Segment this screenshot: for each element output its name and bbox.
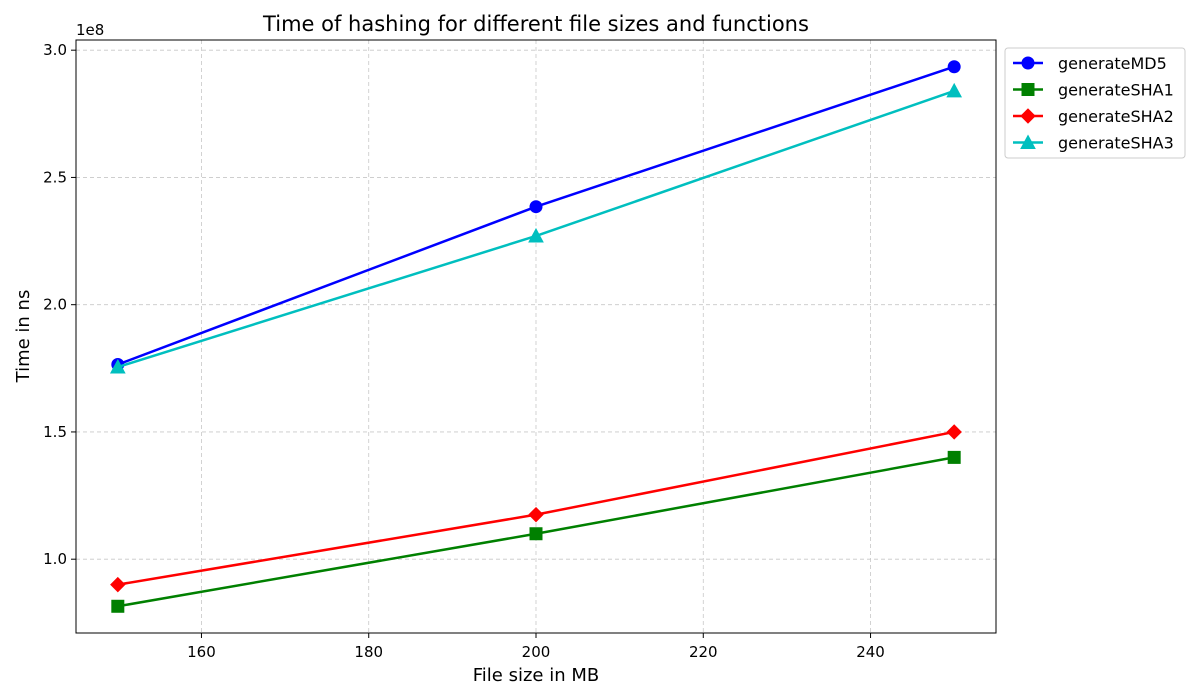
x-axis-label: File size in MB — [473, 665, 599, 686]
y-tick-label: 2.0 — [43, 296, 67, 314]
legend-marker — [1020, 108, 1036, 124]
y-tick-label: 1.5 — [43, 423, 67, 441]
data-point — [946, 424, 962, 440]
series-generateMD5 — [111, 60, 961, 371]
data-point — [111, 599, 125, 613]
axis-ticks: 160 180 200 220 240 1.0 1.5 2.0 2.5 3.0 — [43, 41, 885, 661]
data-point — [947, 60, 961, 74]
legend-item: generateSHA3 — [1013, 134, 1174, 153]
data-point — [528, 227, 544, 243]
series-generateSHA3 — [109, 82, 963, 374]
series-generateSHA2 — [110, 424, 962, 593]
y-axis-offset-label: 1e8 — [76, 21, 104, 39]
x-tick-label: 200 — [522, 643, 551, 661]
data-point — [110, 576, 126, 593]
legend-marker — [1020, 134, 1036, 149]
x-tick-label: 240 — [856, 643, 885, 661]
series-generateSHA1 — [111, 450, 961, 613]
data-point — [528, 506, 544, 523]
y-tick-label: 2.5 — [43, 168, 67, 186]
data-point — [109, 358, 126, 374]
legend-label: generateSHA1 — [1058, 81, 1174, 100]
legend-item: generateSHA1 — [1013, 81, 1174, 100]
legend-item: generateMD5 — [1013, 54, 1167, 73]
legend-label: generateMD5 — [1058, 54, 1167, 73]
legend-item: generateSHA2 — [1013, 107, 1174, 126]
legend-marker — [1021, 56, 1035, 70]
y-axis-label: Time in ns — [13, 290, 34, 384]
legend-label: generateSHA2 — [1058, 107, 1174, 126]
x-tick-label: 180 — [354, 643, 383, 661]
chart-title: Time of hashing for different file sizes… — [262, 12, 809, 36]
grid-lines — [76, 40, 996, 633]
x-tick-label: 160 — [187, 643, 216, 661]
data-point — [529, 200, 543, 214]
legend-box — [1004, 47, 1186, 159]
x-tick-label: 220 — [689, 643, 718, 661]
legend: generateMD5 generateSHA1 generateSHA2 gener… — [1004, 47, 1186, 159]
y-tick-label: 1.0 — [43, 550, 67, 568]
legend-label: generateSHA3 — [1058, 134, 1174, 153]
legend-marker — [1021, 83, 1035, 96]
y-tick-label: 3.0 — [43, 41, 67, 59]
data-point — [946, 82, 963, 98]
data-point — [529, 527, 543, 541]
series-lines — [109, 60, 963, 613]
data-point — [947, 450, 961, 464]
